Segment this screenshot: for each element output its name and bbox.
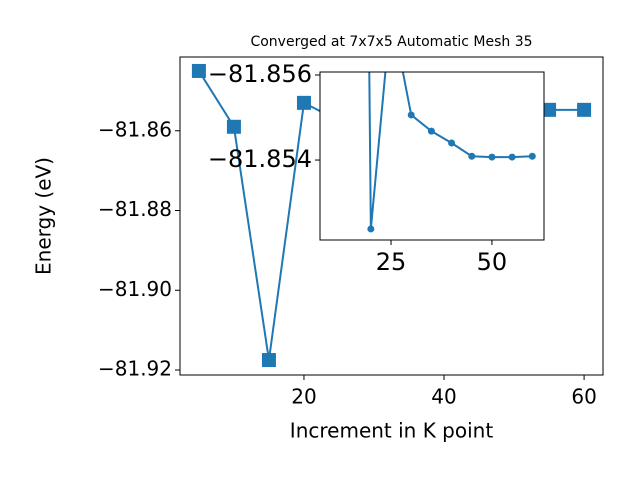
x-tick-label: 50: [477, 248, 508, 276]
chart-title: Converged at 7x7x5 Automatic Mesh 35: [250, 34, 532, 50]
marker: [261, 353, 276, 368]
marker: [528, 152, 536, 160]
x-tick-label: 25: [376, 248, 407, 276]
marker: [367, 225, 375, 233]
y-tick-label: −81.856: [208, 60, 312, 88]
y-axis-label: Energy (eV): [32, 157, 56, 275]
marker: [577, 102, 592, 117]
x-tick-label: 20: [291, 385, 316, 409]
data-line: [368, 72, 533, 230]
marker: [508, 153, 516, 161]
marker: [427, 127, 435, 135]
y-tick-label: −81.90: [98, 277, 172, 301]
marker: [542, 102, 557, 117]
x-tick-label: 40: [431, 385, 456, 409]
marker: [191, 63, 206, 78]
x-axis-label: Increment in K point: [290, 419, 494, 443]
y-tick-label: −81.88: [98, 197, 172, 221]
marker: [407, 111, 415, 119]
y-tick-label: −81.92: [98, 357, 172, 381]
marker: [296, 95, 311, 110]
marker: [226, 119, 241, 134]
axes-frame: [319, 71, 545, 241]
marker: [468, 152, 476, 160]
plot-area: [367, 8, 536, 233]
marker: [488, 153, 496, 161]
marker: [448, 139, 456, 147]
marker: [388, 8, 395, 15]
y-tick-label: −81.86: [98, 117, 172, 141]
x-tick-label: 60: [571, 385, 596, 409]
axes-frame: [179, 56, 604, 376]
y-tick-label: −81.854: [208, 145, 312, 173]
inset-background: [320, 72, 544, 240]
